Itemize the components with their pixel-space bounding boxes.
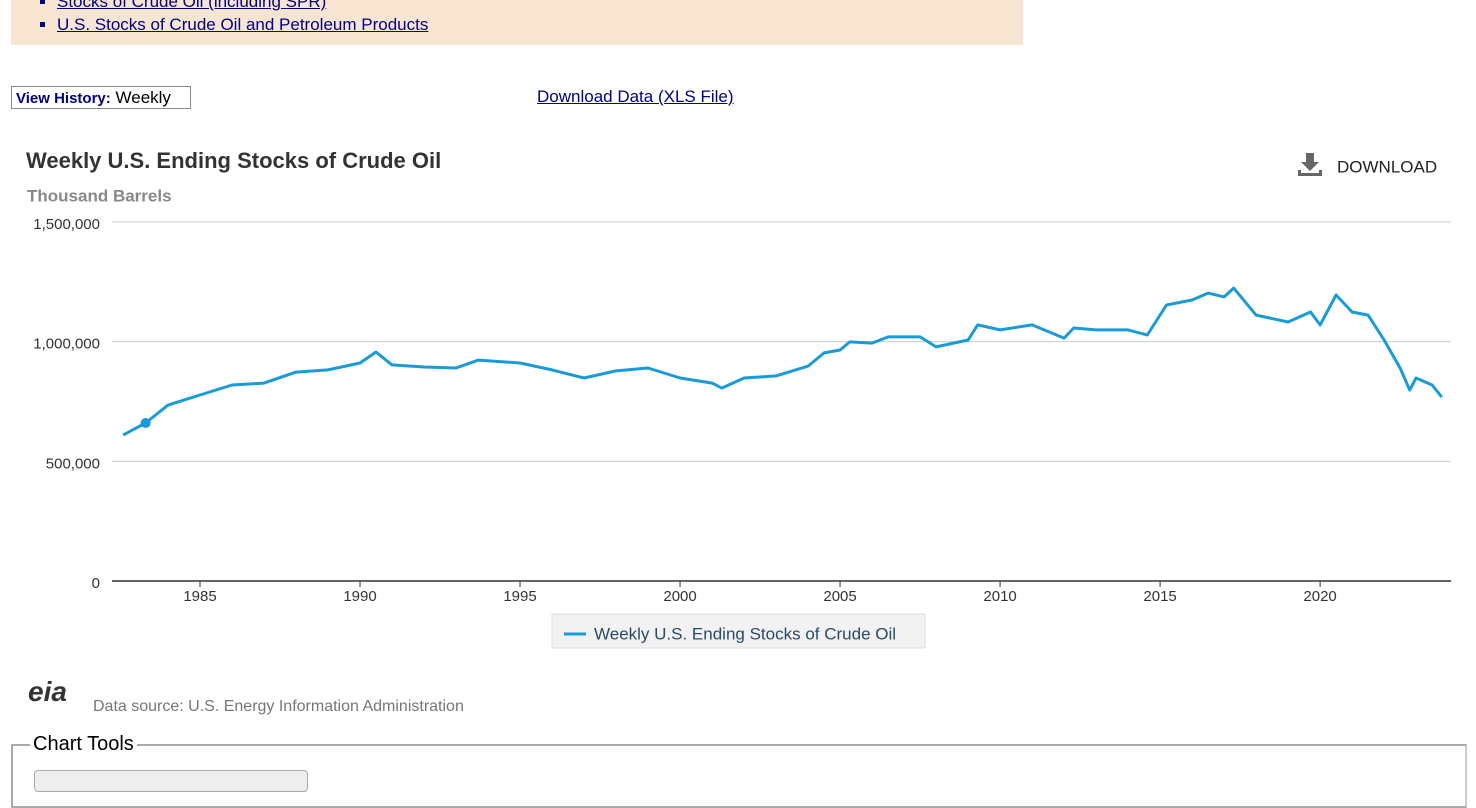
view-history-select[interactable]: View History: Weekly bbox=[11, 86, 191, 109]
legend-label: Weekly U.S. Ending Stocks of Crude Oil bbox=[594, 624, 896, 643]
chart: Weekly U.S. Ending Stocks of Crude Oil T… bbox=[26, 148, 1451, 649]
eia-logo: eia bbox=[28, 676, 67, 707]
x-tick-label: 1990 bbox=[343, 588, 376, 605]
body: Stocks of Crude Oil (including SPR) U.S.… bbox=[0, 0, 1476, 775]
y-axis-label: Thousand Barrels bbox=[27, 186, 172, 205]
y-tick-label: 1,500,000 bbox=[33, 216, 100, 233]
x-tick-label: 2010 bbox=[983, 588, 1016, 605]
page: {"nav_links": ["Stocks of Crude Oil (inc… bbox=[0, 0, 1476, 775]
y-tick-label: 500,000 bbox=[46, 455, 100, 472]
download-button[interactable]: DOWNLOAD bbox=[1298, 153, 1437, 176]
x-tick-label: 2005 bbox=[823, 588, 856, 605]
link[interactable]: U.S. Stocks of Crude Oil and Petroleum P… bbox=[57, 15, 429, 34]
x-tick-label: 2015 bbox=[1143, 588, 1176, 605]
data-source: Data source: U.S. Energy Information Adm… bbox=[93, 698, 464, 715]
download-data-link[interactable]: Download Data (XLS File) bbox=[537, 87, 734, 106]
x-tick-label: 2000 bbox=[663, 588, 696, 605]
list-item: Stocks of Crude Oil (including SPR) bbox=[57, 0, 1023, 13]
y-tick-label: 0 bbox=[92, 575, 100, 592]
y-tick-label: 1,000,000 bbox=[33, 336, 100, 353]
data-line bbox=[122, 286, 1443, 437]
view-history-label: View History: bbox=[16, 90, 111, 107]
download-icon bbox=[1298, 153, 1322, 176]
link[interactable]: Stocks of Crude Oil (including SPR) bbox=[57, 0, 327, 11]
legend bbox=[551, 613, 926, 649]
list-item: U.S. Stocks of Crude Oil and Petroleum P… bbox=[57, 13, 1023, 36]
link-list: Stocks of Crude Oil (including SPR) U.S.… bbox=[11, 0, 1023, 36]
x-tick-label: 2020 bbox=[1303, 588, 1336, 605]
related-links-box: Stocks of Crude Oil (including SPR) U.S.… bbox=[11, 0, 1023, 45]
chart-tools-button[interactable] bbox=[34, 770, 308, 792]
chart-title: Weekly U.S. Ending Stocks of Crude Oil bbox=[26, 148, 441, 173]
hover-marker bbox=[140, 418, 151, 429]
x-tick-label: 1995 bbox=[503, 588, 536, 605]
x-tick-label: 1985 bbox=[183, 588, 216, 605]
download-label: DOWNLOAD bbox=[1337, 157, 1437, 176]
chart-tools-title: Chart Tools bbox=[30, 733, 137, 756]
view-history-value: Weekly bbox=[115, 88, 171, 107]
